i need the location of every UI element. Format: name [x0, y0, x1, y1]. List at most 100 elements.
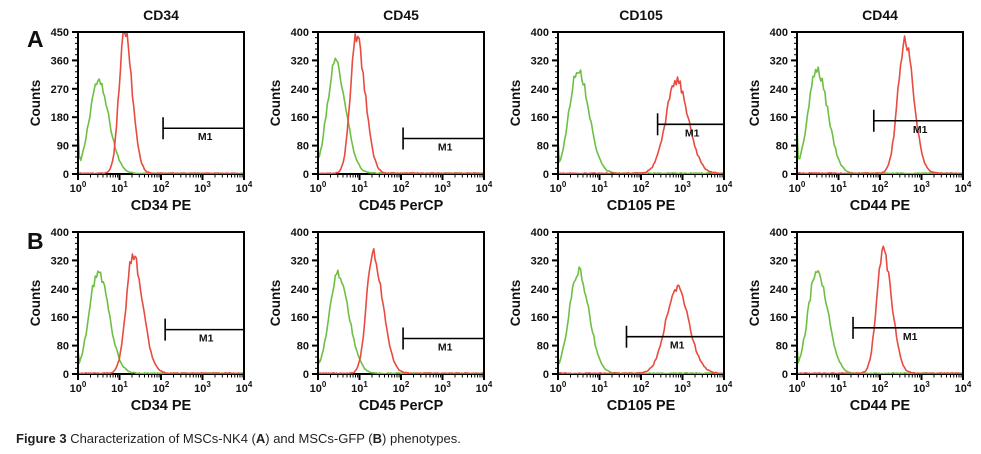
- x-tick-label: 104: [955, 380, 972, 395]
- y-axis-label: Counts: [28, 80, 43, 127]
- y-tick-label: 160: [51, 312, 69, 324]
- stained-histogram-curve: [319, 247, 483, 374]
- x-tick-label: 101: [830, 180, 847, 195]
- x-tick-label: 101: [111, 180, 128, 195]
- y-tick-label: 240: [770, 284, 788, 296]
- x-tick-label: 101: [830, 380, 847, 395]
- y-tick-label: 240: [531, 84, 549, 96]
- x-tick-label: 100: [550, 180, 567, 195]
- x-tick-label: 100: [550, 380, 567, 395]
- x-tick-label: 102: [633, 180, 650, 195]
- stained-histogram-curve: [319, 33, 483, 174]
- y-tick-label: 400: [770, 227, 788, 239]
- x-tick-label: 102: [153, 180, 170, 195]
- caption-segment: ) and MSCs-GFP (: [265, 431, 373, 446]
- x-tick-label: 103: [913, 180, 930, 195]
- y-tick-label: 160: [531, 312, 549, 324]
- plot-frame: [557, 31, 725, 175]
- x-tick-label: 104: [476, 380, 493, 395]
- x-tick-label: 102: [393, 180, 410, 195]
- panel-B-cd45-percp: 0 80 160 240 320 400 100 101 102 103 104 M1 CD45 Per…: [268, 227, 493, 414]
- y-tick-label: 80: [537, 341, 549, 353]
- plot-frame: [796, 31, 964, 175]
- y-tick-label: 400: [531, 227, 549, 239]
- caption-segment: Figure 3: [16, 431, 67, 446]
- caption-segment: B: [372, 431, 383, 446]
- x-tick-label: 103: [434, 380, 451, 395]
- plot-frame: [796, 231, 964, 375]
- y-axis-label: Counts: [747, 280, 762, 327]
- x-axis-label: CD34 PE: [131, 398, 192, 414]
- y-tick-label: 180: [51, 112, 69, 124]
- gate-m1-label: M1: [438, 342, 453, 354]
- caption-segment: ) phenotypes.: [382, 431, 461, 446]
- x-tick-label: 103: [194, 180, 211, 195]
- y-tick-label: 450: [51, 27, 69, 39]
- y-tick-label: 240: [291, 84, 309, 96]
- x-axis-label: CD44 PE: [850, 198, 911, 214]
- y-tick-label: 0: [303, 369, 309, 381]
- control-histogram-curve: [319, 269, 483, 374]
- x-tick-label: 104: [716, 180, 733, 195]
- x-tick-label: 104: [236, 180, 253, 195]
- panel-B-cd44-pe: 0 80 160 240 320 400 100 101 102 103 104 M1 CD44 PE C…: [747, 227, 972, 414]
- y-tick-label: 0: [782, 369, 788, 381]
- y-tick-label: 240: [531, 284, 549, 296]
- y-tick-label: 0: [543, 169, 549, 181]
- x-tick-label: 100: [310, 180, 327, 195]
- x-tick-label: 104: [716, 380, 733, 395]
- x-axis-label: CD44 PE: [850, 398, 911, 414]
- caption-segment: Characterization of MSCs-NK4 (: [66, 431, 256, 446]
- y-tick-label: 90: [57, 141, 69, 153]
- x-tick-label: 102: [633, 380, 650, 395]
- y-tick-label: 240: [291, 284, 309, 296]
- y-axis-label: Counts: [508, 80, 523, 127]
- x-axis-label: CD45 PerCP: [359, 198, 444, 214]
- x-tick-label: 101: [591, 180, 608, 195]
- y-axis-ticks: [791, 31, 797, 175]
- y-tick-label: 320: [770, 55, 788, 67]
- y-tick-label: 0: [782, 169, 788, 181]
- plot-frame: [77, 231, 245, 375]
- stained-histogram-curve: [798, 35, 962, 174]
- y-tick-label: 400: [291, 227, 309, 239]
- x-tick-label: 103: [913, 380, 930, 395]
- gate-m1-label: M1: [199, 333, 214, 345]
- y-tick-label: 160: [531, 112, 549, 124]
- y-tick-label: 320: [770, 255, 788, 267]
- y-axis-label: Counts: [508, 280, 523, 327]
- plot-frame: [317, 31, 485, 175]
- panel-A-cd105-pe: CD105 0 80 160 240 320 400 100 101 102 103 104 M1 CD1…: [508, 7, 733, 214]
- x-tick-label: 104: [476, 180, 493, 195]
- y-tick-label: 400: [291, 27, 309, 39]
- stained-histogram-curve: [79, 33, 243, 174]
- panel-title: CD34: [143, 7, 179, 23]
- stained-histogram-curve: [559, 76, 723, 174]
- y-tick-label: 320: [51, 255, 69, 267]
- x-tick-label: 100: [70, 180, 87, 195]
- y-tick-label: 360: [51, 55, 69, 67]
- y-tick-label: 0: [303, 169, 309, 181]
- stained-histogram-curve: [559, 284, 723, 374]
- x-tick-label: 103: [674, 180, 691, 195]
- y-tick-label: 400: [531, 27, 549, 39]
- x-tick-label: 103: [674, 380, 691, 395]
- x-axis-label: CD105 PE: [607, 398, 676, 414]
- plot-frame: [557, 231, 725, 375]
- gate-m1: [162, 117, 245, 140]
- x-tick-label: 102: [393, 380, 410, 395]
- y-tick-label: 320: [291, 55, 309, 67]
- y-tick-label: 400: [770, 27, 788, 39]
- gate-m1: [656, 113, 725, 136]
- x-axis-label: CD34 PE: [131, 198, 192, 214]
- x-tick-label: 100: [70, 380, 87, 395]
- control-histogram-curve: [798, 269, 962, 374]
- stained-histogram-curve: [79, 253, 243, 374]
- gate-m1-label: M1: [903, 331, 918, 343]
- x-tick-label: 102: [153, 380, 170, 395]
- y-tick-label: 80: [297, 341, 309, 353]
- x-tick-label: 101: [591, 380, 608, 395]
- panel-title: CD44: [862, 7, 898, 23]
- panel-B-cd34-pe: 0 80 160 240 320 400 100 101 102 103 104 M1 CD34 PE C…: [28, 227, 253, 414]
- stained-histogram-curve: [798, 245, 962, 374]
